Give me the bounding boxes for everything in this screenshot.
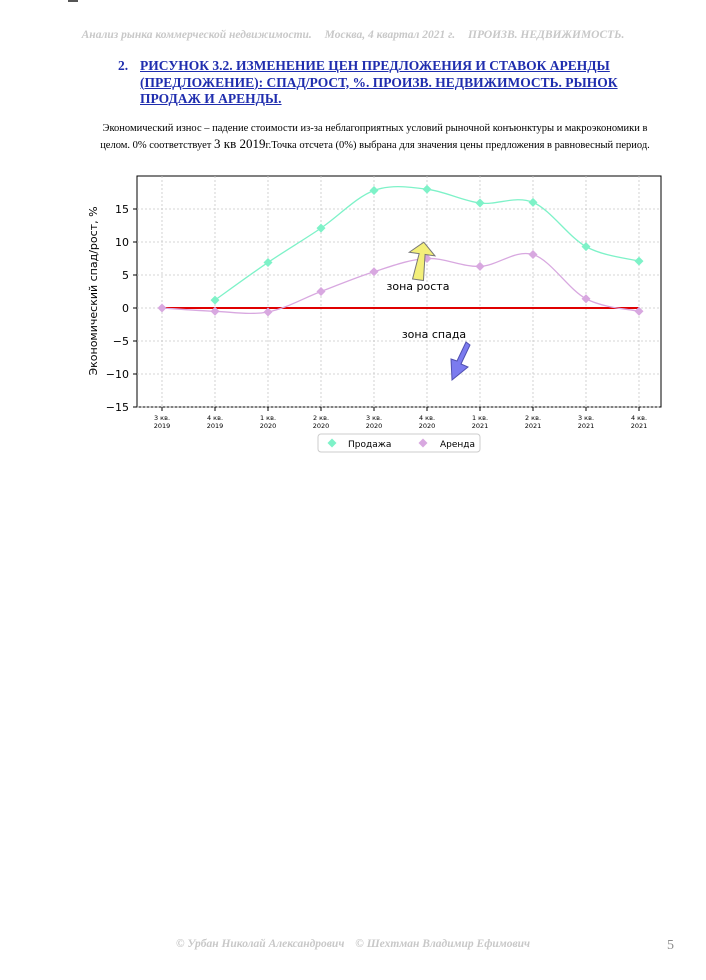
heading-text: РИСУНОК 3.2. ИЗМЕНЕНИЕ ЦЕН ПРЕДЛОЖЕНИЯ И…: [140, 58, 618, 106]
x-tick-label: 4 кв.: [419, 414, 435, 422]
header-title: Анализ рынка коммерческой недвижимости.: [81, 29, 312, 41]
x-tick-label: 2021: [578, 422, 595, 430]
x-tick-label: 2019: [154, 422, 171, 430]
data-point-0: [475, 198, 485, 208]
data-point-0: [263, 257, 273, 267]
footer-author-2: © Шехтман Владимир Ефимович: [355, 938, 531, 950]
data-point-0: [369, 186, 379, 196]
y-tick-label: −15: [106, 401, 129, 414]
data-point-0: [422, 184, 432, 194]
data-point-0: [316, 223, 326, 233]
data-point-1: [475, 261, 485, 271]
x-tick-label: 2020: [419, 422, 436, 430]
figure-heading: 2. РИСУНОК 3.2. ИЗМЕНЕНИЕ ЦЕН ПРЕДЛОЖЕНИ…: [118, 58, 658, 108]
y-axis-label: Экономический спад/рост, %: [87, 206, 100, 375]
x-tick-label: 2019: [207, 422, 224, 430]
data-point-1: [581, 294, 591, 304]
data-point-1: [634, 306, 644, 316]
x-tick-label: 4 кв.: [207, 414, 223, 422]
y-tick-label: 10: [115, 236, 129, 249]
data-point-1: [210, 306, 220, 316]
series-layer: [157, 184, 644, 317]
data-point-1: [528, 250, 538, 260]
x-tick-label: 2020: [260, 422, 277, 430]
y-tick-label: −5: [113, 335, 129, 348]
y-tick-label: −10: [106, 368, 129, 381]
decline-zone-label: зона спада: [402, 328, 466, 341]
x-tick-label: 4 кв.: [631, 414, 647, 422]
page-number: 5: [667, 938, 674, 953]
data-point-1: [157, 303, 167, 313]
description-part1: Экономический износ – падение стоимости …: [100, 123, 648, 151]
header-location: Москва, 4 квартал 2021 г.: [324, 29, 456, 41]
plot-area: [136, 175, 662, 408]
x-tick-label: 2 кв.: [313, 414, 329, 422]
x-tick-label: 3 кв.: [578, 414, 594, 422]
legend-box: [317, 433, 481, 453]
growth-zone-label: зона роста: [387, 280, 450, 293]
growth-arrow-icon: [407, 241, 437, 282]
running-footer: © Урбан Николай Александрович © Шехтман …: [0, 938, 706, 950]
legend-marker-sale: [327, 438, 337, 448]
running-header: Анализ рынка коммерческой недвижимости. …: [0, 29, 706, 41]
top-edge-mark: [68, 0, 78, 2]
header-section: ПРОИЗВ. НЕДВИЖИМОСТЬ.: [468, 29, 625, 41]
x-tick-label: 2021: [631, 422, 648, 430]
x-tick-label: 2021: [525, 422, 542, 430]
legend-marker-rent: [418, 438, 428, 448]
data-point-0: [634, 256, 644, 266]
data-point-0: [210, 295, 220, 305]
legend: Продажа Аренда: [317, 433, 481, 453]
x-tick-label: 1 кв.: [260, 414, 276, 422]
series-line-1: [161, 252, 640, 315]
data-point-0: [581, 242, 591, 252]
data-point-1: [369, 267, 379, 277]
legend-label-rent: Аренда: [440, 440, 475, 450]
footer-author-1: © Урбан Николай Александрович: [175, 938, 345, 950]
data-point-1: [316, 287, 326, 296]
y-tick-label: 0: [122, 302, 129, 315]
data-point-0: [528, 197, 538, 207]
x-tick-label: 2021: [472, 422, 489, 430]
x-tick-label: 2020: [313, 422, 330, 430]
data-point-1: [263, 307, 273, 317]
x-tick-label: 1 кв.: [472, 414, 488, 422]
x-tick-label: 3 кв.: [366, 414, 382, 422]
description-part3: г.Точка отсчета (0%) выбрана для значени…: [265, 140, 650, 151]
y-tick-label: 15: [115, 203, 129, 216]
x-tick-label: 2020: [366, 422, 383, 430]
y-tick-label: 5: [122, 269, 129, 282]
x-tick-label: 2 кв.: [525, 414, 541, 422]
figure-description: Экономический износ – падение стоимости …: [100, 121, 650, 153]
heading-number: 2.: [118, 58, 129, 73]
decline-arrow-icon: [450, 341, 471, 382]
y-axis-ticks: −15 −10 −5 0 5 10 15: [106, 203, 137, 414]
legend-label-sale: Продажа: [348, 440, 391, 450]
x-tick-label: 3 кв.: [154, 414, 170, 422]
description-part2: 3 кв 2019: [214, 136, 266, 151]
